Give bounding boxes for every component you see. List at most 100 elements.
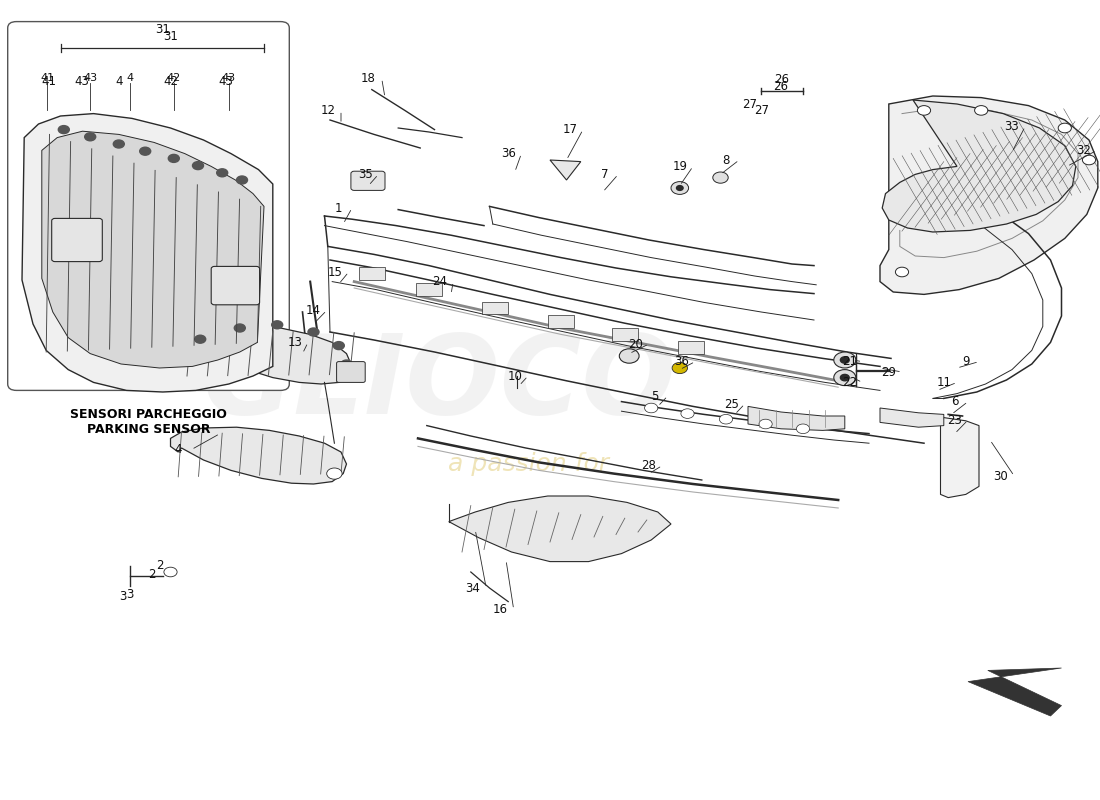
FancyBboxPatch shape — [351, 171, 385, 190]
Text: GLIOCO: GLIOCO — [204, 330, 676, 438]
Text: 16: 16 — [493, 603, 508, 616]
Text: 43: 43 — [222, 74, 235, 83]
Text: 9: 9 — [962, 355, 969, 368]
Text: 4: 4 — [175, 443, 182, 456]
Text: 22: 22 — [842, 376, 857, 389]
Text: 31: 31 — [155, 23, 170, 36]
Circle shape — [681, 409, 694, 418]
Text: 33: 33 — [1004, 120, 1020, 133]
FancyBboxPatch shape — [337, 362, 365, 382]
Text: 8: 8 — [723, 154, 729, 166]
Polygon shape — [882, 100, 1076, 232]
Circle shape — [840, 357, 849, 363]
Text: 27: 27 — [741, 98, 757, 110]
Circle shape — [333, 342, 344, 350]
Circle shape — [1082, 155, 1096, 165]
Text: 41: 41 — [42, 75, 57, 88]
Text: 17: 17 — [562, 123, 578, 136]
Text: 32: 32 — [1076, 144, 1091, 157]
Text: 10: 10 — [507, 370, 522, 382]
Polygon shape — [748, 406, 845, 430]
Polygon shape — [880, 96, 1098, 294]
Text: 4: 4 — [116, 75, 122, 88]
Circle shape — [671, 182, 689, 194]
Circle shape — [164, 567, 177, 577]
Circle shape — [168, 154, 179, 162]
Text: 1: 1 — [336, 202, 342, 214]
Polygon shape — [940, 418, 979, 498]
Circle shape — [975, 106, 988, 115]
Text: 43: 43 — [84, 74, 97, 83]
Circle shape — [217, 169, 228, 177]
Polygon shape — [174, 323, 352, 384]
Text: 18: 18 — [361, 72, 376, 85]
Text: 31: 31 — [163, 30, 178, 42]
Text: 35: 35 — [358, 168, 373, 181]
Polygon shape — [880, 408, 944, 427]
Text: 26: 26 — [773, 80, 789, 93]
Text: 36: 36 — [500, 147, 516, 160]
FancyBboxPatch shape — [8, 22, 289, 390]
Text: 19: 19 — [672, 160, 688, 173]
Circle shape — [713, 172, 728, 183]
FancyBboxPatch shape — [52, 218, 102, 262]
Circle shape — [272, 321, 283, 329]
Text: 36: 36 — [674, 355, 690, 368]
Polygon shape — [548, 315, 574, 328]
Circle shape — [672, 362, 688, 374]
Text: 2: 2 — [156, 559, 164, 572]
Circle shape — [234, 324, 245, 332]
Text: SENSORI PARCHEGGIO
PARKING SENSOR: SENSORI PARCHEGGIO PARKING SENSOR — [70, 408, 227, 436]
Polygon shape — [42, 131, 264, 368]
Polygon shape — [22, 114, 273, 392]
Polygon shape — [678, 341, 704, 354]
Text: 11: 11 — [936, 376, 952, 389]
Circle shape — [85, 133, 96, 141]
Text: 15: 15 — [328, 266, 343, 278]
Text: 25: 25 — [724, 398, 739, 410]
Text: 3: 3 — [126, 588, 133, 601]
Text: 23: 23 — [947, 414, 962, 426]
Text: 29: 29 — [881, 366, 896, 378]
Polygon shape — [170, 427, 346, 484]
Text: 6: 6 — [952, 395, 958, 408]
Circle shape — [58, 126, 69, 134]
Polygon shape — [612, 328, 638, 341]
Text: 24: 24 — [432, 275, 448, 288]
Circle shape — [895, 267, 909, 277]
Text: 28: 28 — [641, 459, 657, 472]
Text: a passion for: a passion for — [448, 452, 608, 476]
Text: 5: 5 — [651, 390, 658, 402]
Text: 42: 42 — [167, 74, 180, 83]
Text: 41: 41 — [41, 74, 54, 83]
Circle shape — [327, 468, 342, 479]
Text: 21: 21 — [842, 355, 857, 368]
Text: 12: 12 — [320, 104, 336, 117]
Circle shape — [619, 349, 639, 363]
Text: 34: 34 — [465, 582, 481, 594]
Text: 3: 3 — [120, 590, 127, 602]
Circle shape — [840, 374, 849, 381]
Circle shape — [140, 147, 151, 155]
Circle shape — [113, 140, 124, 148]
Circle shape — [341, 360, 352, 368]
Text: 13: 13 — [287, 336, 303, 349]
Text: 14: 14 — [306, 304, 321, 317]
Circle shape — [1058, 123, 1071, 133]
Circle shape — [834, 352, 856, 368]
Polygon shape — [416, 283, 442, 296]
Text: 27: 27 — [754, 104, 769, 117]
Circle shape — [676, 186, 683, 190]
Text: 43: 43 — [218, 75, 233, 88]
Circle shape — [236, 176, 248, 184]
Polygon shape — [482, 302, 508, 314]
Circle shape — [308, 328, 319, 336]
FancyBboxPatch shape — [211, 266, 260, 305]
Text: 20: 20 — [628, 338, 643, 350]
Circle shape — [195, 335, 206, 343]
Polygon shape — [449, 496, 671, 562]
Text: 42: 42 — [163, 75, 178, 88]
Polygon shape — [550, 160, 581, 180]
Circle shape — [719, 414, 733, 424]
Circle shape — [759, 419, 772, 429]
